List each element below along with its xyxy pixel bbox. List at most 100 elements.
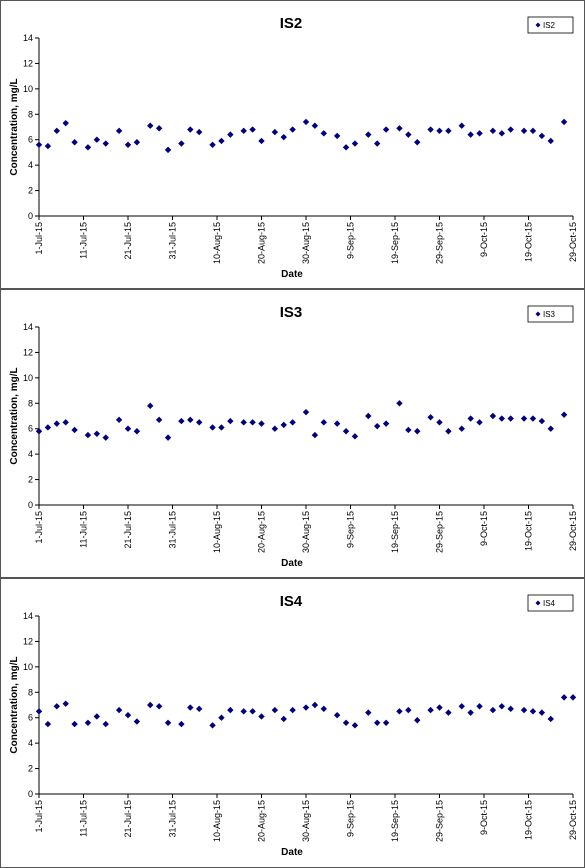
data-point (258, 137, 265, 145)
data-point (289, 706, 296, 714)
data-point (529, 708, 537, 715)
data-point (271, 128, 279, 136)
data-point (133, 428, 141, 435)
data-point (498, 415, 505, 422)
data-point (538, 132, 546, 140)
data-point (365, 709, 372, 716)
data-point (342, 428, 350, 435)
x-tick-label: 31-Jul-15 (168, 222, 178, 260)
data-point (35, 708, 43, 715)
x-tick-label: 11-Jul-15 (79, 511, 89, 548)
chart-panel-is3: IS3 0 2 4 6 8 10 12 14 1-Jul-15 11-Jul-15 21-Jul-15… (0, 289, 585, 578)
data-point (155, 125, 163, 132)
data-point (333, 711, 341, 719)
x-tick-label: 11-Jul-15 (79, 800, 89, 837)
data-point (196, 128, 203, 136)
data-point (405, 426, 412, 434)
x-tick-label: 30-Aug-15 (301, 222, 311, 264)
data-point (240, 708, 247, 715)
data-point (445, 127, 452, 135)
x-axis-label: Date (281, 558, 303, 569)
legend-box (527, 594, 574, 612)
data-point (507, 415, 514, 422)
x-tick-label: 10-Aug-15 (212, 800, 222, 842)
data-point (382, 126, 390, 133)
y-tick-label: 14 (23, 322, 33, 332)
data-point (529, 415, 537, 422)
data-point (93, 430, 101, 437)
data-point (320, 705, 327, 713)
x-tick-label: 21-Jul-15 (123, 222, 133, 260)
legend-label: IS2 (543, 21, 556, 30)
legend-marker (535, 311, 541, 317)
data-point (164, 146, 172, 154)
data-point (209, 722, 216, 729)
y-tick-label: 6 (28, 713, 33, 723)
data-point (436, 127, 443, 135)
y-tick-label: 8 (28, 398, 33, 408)
legend-label: IS4 (543, 599, 556, 608)
data-point (227, 131, 234, 138)
y-axis-label: Concentration, mg/L (9, 78, 20, 175)
data-point (476, 419, 483, 426)
x-tick-label: 19-Oct-15 (524, 511, 534, 551)
y-tick-label: 8 (28, 109, 33, 119)
data-point (560, 694, 568, 701)
data-point (458, 425, 465, 432)
data-point (365, 131, 372, 138)
legend-marker (535, 22, 541, 28)
data-point (529, 127, 537, 135)
y-axis-label: Concentration, mg/L (9, 367, 20, 464)
data-point (71, 720, 78, 728)
legend-marker (535, 600, 541, 606)
data-point (249, 708, 256, 715)
y-tick-label: 4 (28, 160, 33, 170)
x-tick-label: 9-Oct-15 (479, 800, 489, 835)
data-point (498, 130, 505, 137)
chart-panel-is4: IS4 0 2 4 6 8 10 12 14 1-Jul-15 11-Jul-15 21-Jul-15… (0, 578, 585, 868)
data-point (569, 694, 577, 701)
data-point (476, 703, 483, 710)
data-point (187, 704, 194, 711)
data-point (280, 133, 287, 141)
data-point (35, 141, 43, 148)
x-tick-label: 1-Jul-15 (34, 511, 44, 544)
y-tick-label: 4 (28, 449, 33, 459)
x-tick-label: 19-Oct-15 (524, 222, 534, 262)
data-point (115, 706, 123, 714)
data-point (240, 127, 247, 135)
x-tick-label: 9-Oct-15 (479, 511, 489, 546)
data-point (507, 705, 514, 713)
data-point (405, 706, 412, 714)
legend-box (527, 305, 574, 323)
data-point (133, 718, 141, 725)
data-point (44, 424, 52, 431)
data-point (547, 137, 554, 145)
data-point (489, 127, 497, 135)
data-point (374, 719, 381, 726)
data-point (311, 122, 319, 129)
x-tick-label: 29-Sep-15 (435, 222, 445, 264)
data-point (547, 425, 554, 432)
x-tick-label: 9-Sep-15 (346, 222, 356, 259)
data-point (311, 431, 319, 439)
data-point (396, 400, 403, 407)
data-point (538, 709, 546, 716)
legend-label: IS3 (543, 310, 556, 319)
data-point (396, 125, 403, 132)
data-point (489, 706, 497, 714)
data-point (289, 126, 296, 133)
x-tick-label: 29-Oct-15 (568, 222, 578, 262)
data-point (427, 706, 434, 714)
data-point (124, 141, 132, 148)
data-point (382, 420, 390, 427)
data-point (436, 704, 443, 711)
data-point (53, 703, 60, 710)
data-point (44, 142, 52, 150)
data-point (498, 703, 505, 710)
data-point (520, 127, 528, 135)
data-point (560, 118, 568, 126)
data-point (302, 408, 310, 416)
y-tick-label: 10 (23, 84, 33, 94)
y-tick-label: 14 (23, 611, 33, 621)
